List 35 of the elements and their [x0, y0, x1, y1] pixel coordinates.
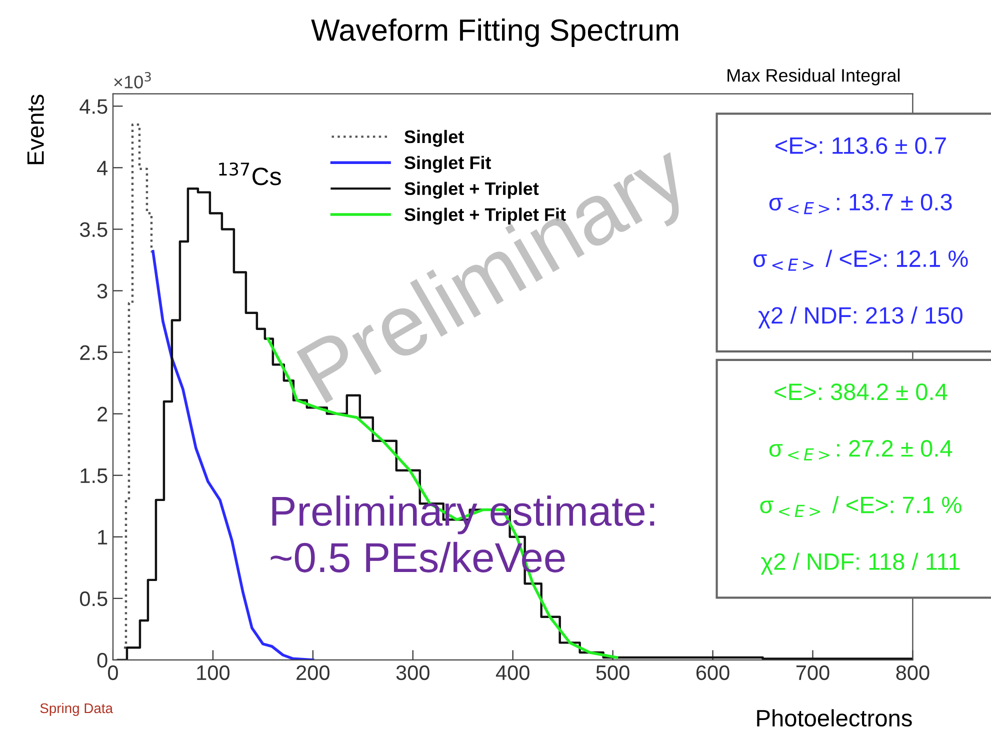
text: ×10$^{3}$	[114, 72, 151, 88]
legend-label: Singlet	[404, 130, 464, 147]
y-tick-label: 4	[97, 160, 108, 176]
x-tick-label: 200	[296, 665, 330, 680]
x-tick-label: 100	[197, 665, 230, 680]
y-axis-title: Events	[27, 94, 44, 164]
y-tick-label: 1.5	[80, 468, 108, 484]
annotation: σ$_{<E>}$: 13.7 ± 0.3	[769, 194, 952, 214]
annotation: $^{137}$Cs	[219, 162, 281, 186]
annotation: σ$_{<E>}$ / <E>: 12.1 %	[754, 250, 968, 271]
y-tick-label: 2.5	[80, 345, 108, 360]
y-tick-label: 0.5	[80, 591, 108, 606]
annotation: χ2 / NDF: 213 / 150	[758, 306, 962, 328]
x-tick-label: 500	[596, 665, 630, 680]
annotation: χ2 / NDF: 118 / 111	[760, 552, 960, 575]
y-tick-label: 3	[97, 284, 108, 298]
annotation: σ$_{<E>}$ / <E>: 7.1 %	[760, 496, 962, 517]
x-tick-label: 400	[496, 665, 530, 680]
y-tick-label: 1	[98, 530, 108, 544]
x-tick-label: 700	[796, 665, 830, 680]
x-tick-label: 300	[396, 665, 430, 680]
y-tick-label: 2	[98, 406, 108, 422]
x-tick-label: 0	[108, 665, 118, 680]
chart-subtitle: Max Residual Integral	[728, 68, 900, 86]
y-tick-label: 0	[97, 652, 108, 668]
text: Spring Data	[40, 702, 113, 716]
y-tick-label: 4.5	[80, 99, 108, 114]
x-tick-label: 600	[696, 665, 730, 680]
chart-title: Waveform Fitting Spectrum	[311, 18, 678, 47]
annotation: <E>: 113.6 ± 0.7	[776, 137, 946, 154]
annotation: <E>: 384.2 ± 0.4	[774, 383, 948, 400]
x-tick-label: 800	[896, 665, 930, 680]
y-tick-label: 3.5	[80, 222, 108, 237]
annotation: σ$_{<E>}$: 27.2 ± 0.4	[769, 440, 952, 460]
x-axis-title: Photoelectrons	[757, 709, 912, 727]
